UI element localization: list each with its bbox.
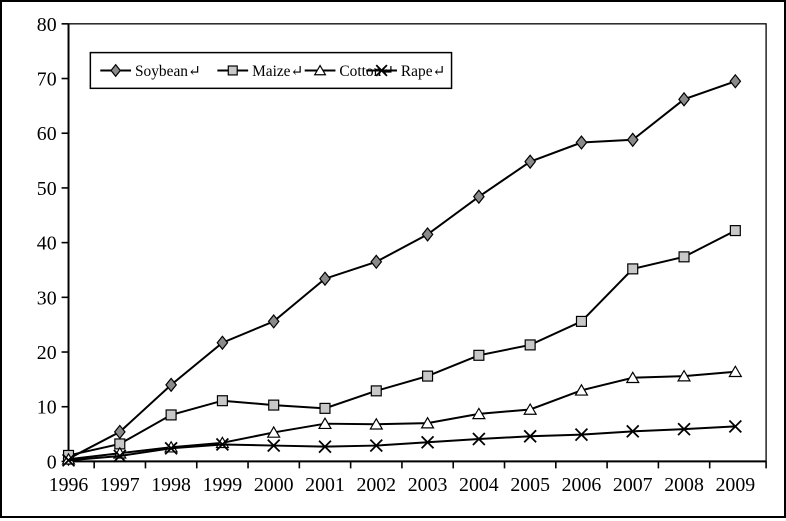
- series-line-maize: [68, 229, 736, 457]
- marker-x-2001: [318, 440, 332, 454]
- marker-square-2005: [524, 339, 536, 351]
- legend-marker-triangle-up: [313, 64, 327, 76]
- legend-marker-diamond: [110, 63, 122, 78]
- x-tick-label: 1997: [100, 474, 140, 496]
- x-tick-label: 2000: [254, 474, 294, 496]
- marker-diamond-1997: [113, 424, 126, 440]
- marker-square-1999: [216, 395, 228, 407]
- legend-label: Rape↵: [401, 63, 445, 80]
- marker-x-1998: [164, 441, 178, 455]
- series-line-soybean: [68, 80, 736, 460]
- marker-triangle-up-2007: [625, 371, 640, 384]
- x-tick-label: 2003: [408, 474, 448, 496]
- y-tick-label: 50: [37, 178, 57, 200]
- x-tick-label: 2007: [613, 474, 653, 496]
- x-tick-label: 1999: [203, 474, 243, 496]
- marker-triangle-up-2001: [318, 417, 332, 430]
- marker-x-2003: [420, 435, 435, 449]
- marker-x-2008: [677, 422, 691, 436]
- marker-square-2008: [678, 251, 690, 263]
- marker-square-2001: [319, 402, 331, 414]
- marker-triangle-up-2003: [420, 416, 435, 429]
- marker-x-2002: [369, 438, 383, 453]
- marker-diamond-1998: [165, 377, 178, 393]
- x-tick-label: 2006: [562, 474, 602, 496]
- marker-square-2006: [575, 315, 588, 327]
- y-tick-label: 10: [37, 397, 57, 419]
- marker-diamond-2001: [319, 271, 331, 287]
- y-tick-label: 70: [37, 68, 57, 90]
- marker-triangle-up-2009: [728, 365, 743, 378]
- marker-x-2004: [472, 432, 486, 446]
- x-tick-label: 2001: [305, 474, 345, 496]
- legend-marker-square: [227, 65, 238, 76]
- series-line-rape: [68, 425, 736, 462]
- x-tick-label: 2002: [356, 474, 396, 496]
- x-tick-label: 2008: [664, 474, 704, 496]
- legend-label: Maize↵: [252, 63, 303, 80]
- marker-x-1996: [61, 453, 76, 467]
- marker-triangle-up-2005: [523, 402, 538, 415]
- legend-marker-x: [375, 64, 388, 77]
- marker-square-2003: [422, 370, 434, 382]
- marker-diamond-2000: [267, 313, 280, 329]
- x-tick-label: 2004: [459, 474, 499, 496]
- marker-square-2002: [370, 385, 382, 397]
- marker-square-2009: [729, 225, 741, 237]
- x-tick-label: 2009: [716, 474, 756, 496]
- x-tick-label: 1996: [49, 474, 89, 496]
- marker-triangle-up-1996: [61, 452, 76, 465]
- x-tick-label: 2005: [510, 474, 550, 496]
- y-tick-label: 60: [37, 123, 57, 145]
- marker-x-2009: [728, 419, 742, 434]
- marker-x-1999: [215, 437, 229, 452]
- marker-x-2007: [626, 424, 640, 438]
- marker-diamond-2003: [421, 227, 434, 242]
- x-tick-label: 1998: [151, 474, 191, 496]
- y-tick-label: 30: [37, 287, 57, 309]
- marker-square-2007: [627, 263, 639, 275]
- marker-x-2006: [574, 428, 589, 442]
- y-tick-label: 0: [47, 451, 57, 473]
- marker-square-2000: [268, 399, 280, 411]
- series-line-cotton: [68, 370, 736, 461]
- marker-triangle-up-2006: [574, 383, 589, 396]
- marker-x-1997: [113, 449, 127, 463]
- marker-triangle-up-2002: [369, 417, 384, 430]
- y-tick-label: 40: [37, 233, 57, 255]
- marker-x-2005: [523, 429, 537, 443]
- marker-diamond-2004: [472, 189, 485, 205]
- marker-diamond-2008: [678, 91, 690, 107]
- marker-diamond-2006: [575, 135, 588, 150]
- marker-diamond-2009: [729, 73, 742, 89]
- y-tick-label: 80: [37, 14, 57, 36]
- y-tick-label: 20: [37, 342, 57, 364]
- marker-square-1998: [165, 409, 177, 421]
- marker-triangle-up-2004: [471, 407, 486, 420]
- marker-diamond-2005: [524, 154, 537, 170]
- marker-triangle-up-2000: [266, 425, 281, 438]
- marker-x-2000: [267, 438, 281, 453]
- marker-diamond-2007: [626, 132, 639, 148]
- marker-square-2004: [473, 349, 485, 361]
- plot-area: [67, 23, 767, 463]
- marker-diamond-1999: [216, 335, 229, 351]
- legend-label: Soybean↵: [135, 63, 201, 80]
- marker-triangle-up-2008: [677, 369, 692, 382]
- marker-diamond-2002: [370, 254, 383, 270]
